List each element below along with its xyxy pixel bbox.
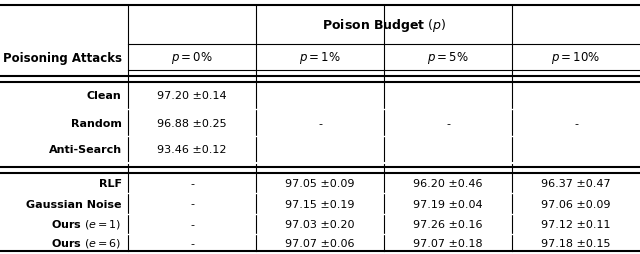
Text: $p = 10\%$: $p = 10\%$ — [551, 50, 601, 66]
Text: 96.88 ±0.25: 96.88 ±0.25 — [157, 118, 227, 128]
Text: $p = 5\%$: $p = 5\%$ — [427, 50, 469, 66]
Text: 97.07 ±0.18: 97.07 ±0.18 — [413, 238, 483, 248]
Text: RLF: RLF — [99, 178, 122, 188]
Text: 96.20 ±0.46: 96.20 ±0.46 — [413, 178, 483, 188]
Text: Clean: Clean — [87, 91, 122, 101]
Text: -: - — [190, 199, 194, 209]
Text: 97.18 ±0.15: 97.18 ±0.15 — [541, 238, 611, 248]
Text: Anti-Search: Anti-Search — [49, 145, 122, 155]
Text: Gaussian Noise: Gaussian Noise — [26, 199, 122, 209]
Text: $\mathbf{Ours}$ $(e = 1)$: $\mathbf{Ours}$ $(e = 1)$ — [51, 218, 122, 230]
Text: 97.19 ±0.04: 97.19 ±0.04 — [413, 199, 483, 209]
Text: 97.03 ±0.20: 97.03 ±0.20 — [285, 219, 355, 229]
Text: -: - — [446, 118, 450, 128]
Text: -: - — [190, 219, 194, 229]
Text: Poisoning Attacks: Poisoning Attacks — [3, 51, 122, 64]
Text: -: - — [574, 118, 578, 128]
Text: 97.06 ±0.09: 97.06 ±0.09 — [541, 199, 611, 209]
Text: Random: Random — [71, 118, 122, 128]
Text: 97.12 ±0.11: 97.12 ±0.11 — [541, 219, 611, 229]
Text: 97.15 ±0.19: 97.15 ±0.19 — [285, 199, 355, 209]
Text: 96.37 ±0.47: 96.37 ±0.47 — [541, 178, 611, 188]
Text: 97.05 ±0.09: 97.05 ±0.09 — [285, 178, 355, 188]
Text: -: - — [190, 238, 194, 248]
Text: -: - — [318, 118, 322, 128]
Text: 97.20 ±0.14: 97.20 ±0.14 — [157, 91, 227, 101]
Text: 93.46 ±0.12: 93.46 ±0.12 — [157, 145, 227, 155]
Text: $\mathbf{Poison\ Budget}$ $(p)$: $\mathbf{Poison\ Budget}$ $(p)$ — [322, 17, 446, 34]
Text: $\mathbf{Ours}$ $(e = 6)$: $\mathbf{Ours}$ $(e = 6)$ — [51, 236, 122, 249]
Text: $p = 1\%$: $p = 1\%$ — [299, 50, 341, 66]
Text: 97.26 ±0.16: 97.26 ±0.16 — [413, 219, 483, 229]
Text: 97.07 ±0.06: 97.07 ±0.06 — [285, 238, 355, 248]
Text: $p = 0\%$: $p = 0\%$ — [171, 50, 213, 66]
Text: -: - — [190, 178, 194, 188]
